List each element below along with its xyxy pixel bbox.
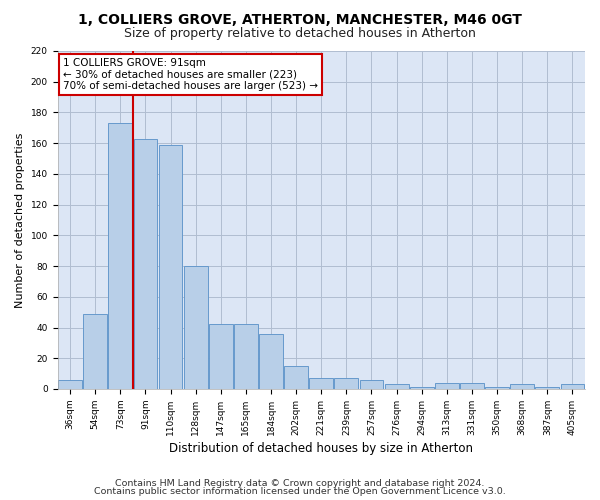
- Bar: [109, 123, 132, 389]
- Bar: [359, 380, 383, 389]
- Bar: [58, 380, 82, 389]
- Bar: [334, 378, 358, 389]
- Text: Size of property relative to detached houses in Atherton: Size of property relative to detached ho…: [124, 28, 476, 40]
- Bar: [410, 388, 434, 389]
- Text: Contains public sector information licensed under the Open Government Licence v3: Contains public sector information licen…: [94, 487, 506, 496]
- Bar: [435, 383, 459, 389]
- Bar: [385, 384, 409, 389]
- Text: 1 COLLIERS GROVE: 91sqm
← 30% of detached houses are smaller (223)
70% of semi-d: 1 COLLIERS GROVE: 91sqm ← 30% of detache…: [63, 58, 318, 91]
- Bar: [134, 138, 157, 389]
- Text: 1, COLLIERS GROVE, ATHERTON, MANCHESTER, M46 0GT: 1, COLLIERS GROVE, ATHERTON, MANCHESTER,…: [78, 12, 522, 26]
- Bar: [234, 324, 258, 389]
- Bar: [284, 366, 308, 389]
- Bar: [485, 388, 509, 389]
- Y-axis label: Number of detached properties: Number of detached properties: [15, 132, 25, 308]
- Bar: [510, 384, 534, 389]
- Text: Contains HM Land Registry data © Crown copyright and database right 2024.: Contains HM Land Registry data © Crown c…: [115, 478, 485, 488]
- Bar: [560, 384, 584, 389]
- Bar: [83, 314, 107, 389]
- Bar: [184, 266, 208, 389]
- Bar: [259, 334, 283, 389]
- Bar: [209, 324, 233, 389]
- X-axis label: Distribution of detached houses by size in Atherton: Distribution of detached houses by size …: [169, 442, 473, 455]
- Bar: [460, 383, 484, 389]
- Bar: [158, 144, 182, 389]
- Bar: [535, 388, 559, 389]
- Bar: [310, 378, 333, 389]
